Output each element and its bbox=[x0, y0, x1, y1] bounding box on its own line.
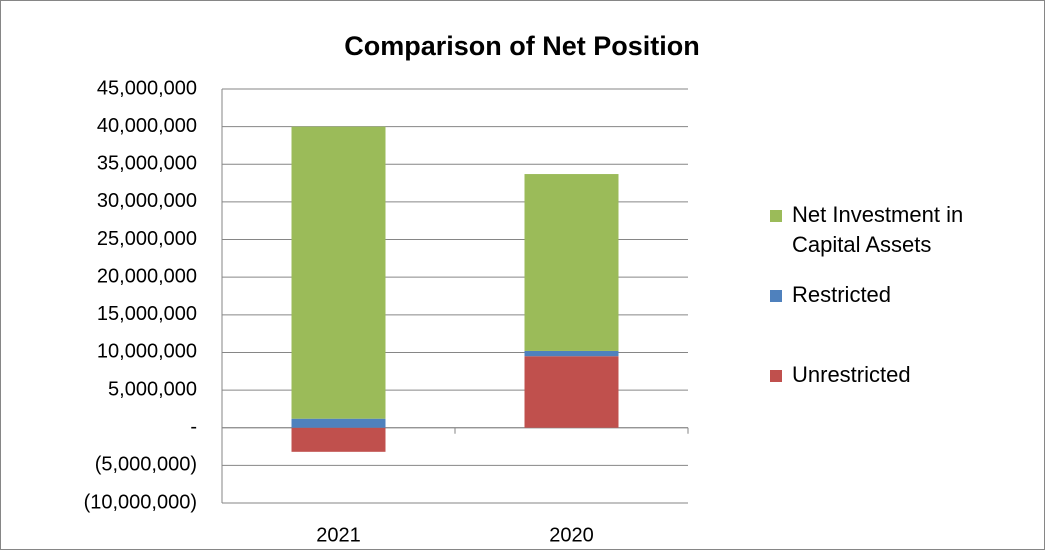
bar-segment bbox=[291, 126, 386, 419]
y-tick-label: - bbox=[190, 416, 197, 438]
x-tick-label: 2020 bbox=[549, 524, 594, 546]
y-tick-label: 35,000,000 bbox=[97, 153, 197, 175]
legend-label: Net Investment in Capital Assets bbox=[792, 202, 964, 257]
y-tick-label: 40,000,000 bbox=[97, 115, 197, 137]
y-tick-label: 10,000,000 bbox=[97, 341, 197, 363]
y-tick-label: 45,000,000 bbox=[97, 77, 197, 99]
legend-label: Unrestricted bbox=[792, 362, 911, 387]
y-tick-label: 30,000,000 bbox=[97, 190, 197, 212]
y-tick-label: 25,000,000 bbox=[97, 228, 197, 250]
y-tick-label: 20,000,000 bbox=[97, 265, 197, 287]
legend-item: Unrestricted bbox=[770, 360, 992, 390]
bar-segment bbox=[524, 356, 619, 428]
x-tick-label: 2021 bbox=[316, 524, 361, 546]
legend-item: Net Investment in Capital Assets bbox=[770, 200, 992, 260]
y-tick-label: (5,000,000) bbox=[95, 454, 197, 476]
legend-label: Restricted bbox=[792, 282, 892, 307]
y-tick-label: 15,000,000 bbox=[97, 303, 197, 325]
chart-title: Comparison of Net Position bbox=[344, 31, 700, 61]
y-tick-label: (10,000,000) bbox=[84, 491, 197, 513]
y-tick-label: 5,000,000 bbox=[108, 378, 197, 400]
bar-segment bbox=[291, 418, 386, 428]
legend-swatch bbox=[770, 370, 782, 382]
legend-swatch bbox=[770, 210, 782, 222]
bar-segment bbox=[524, 174, 619, 351]
bar-segment bbox=[291, 427, 386, 452]
legend-item: Restricted bbox=[770, 280, 992, 310]
legend-swatch bbox=[770, 290, 782, 302]
bar-segment bbox=[524, 350, 619, 357]
